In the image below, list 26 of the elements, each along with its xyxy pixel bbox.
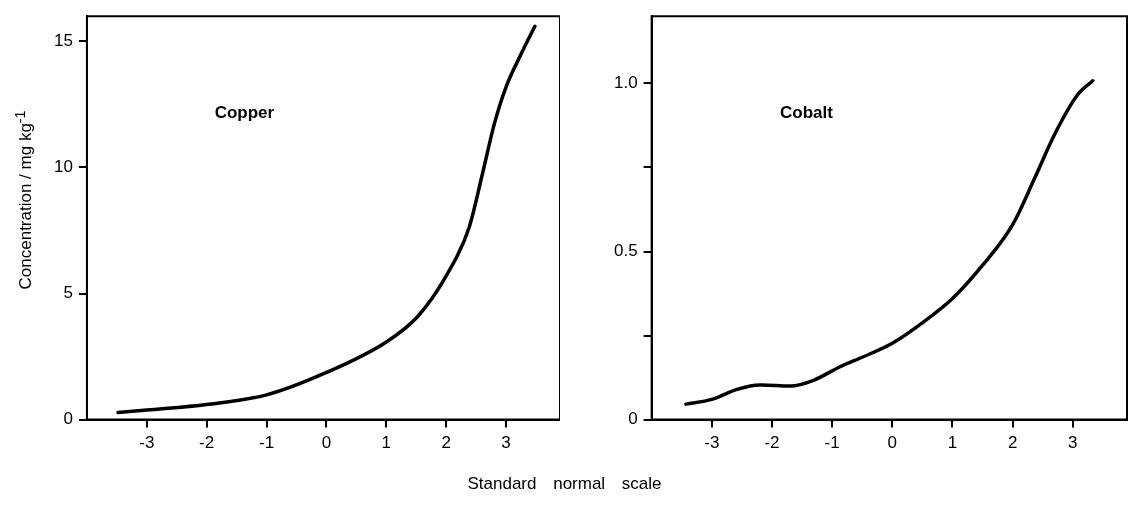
x-tick-label: -2 xyxy=(199,433,215,453)
x-tick-label: 1 xyxy=(381,433,392,453)
line-series xyxy=(116,24,537,415)
x-tick-label: -3 xyxy=(139,433,155,453)
x-axis-title: Standard normal scale xyxy=(466,474,663,494)
x-tick-label: -1 xyxy=(824,433,840,453)
text: Cobalt xyxy=(779,102,834,122)
x-tick-label: 0 xyxy=(321,433,332,453)
y-tick-label: 1.0 xyxy=(613,73,638,93)
line-series xyxy=(684,78,1095,406)
y-tick-label: 0 xyxy=(63,409,73,429)
x-tick-label: 3 xyxy=(1068,433,1078,453)
y-tick-label: 5 xyxy=(63,283,73,303)
x-tick-label: -2 xyxy=(764,433,780,453)
x-tick-label: -1 xyxy=(259,433,275,453)
x-tick-label: 2 xyxy=(441,433,451,453)
x-tick-label: -3 xyxy=(704,433,720,453)
text: Copper xyxy=(214,102,275,122)
y-tick-label: 15 xyxy=(53,31,73,51)
x-tick-label: 2 xyxy=(1007,433,1018,453)
x-tick-label: 3 xyxy=(501,433,511,453)
y-tick-label: 10 xyxy=(53,157,73,177)
x-tick-label: 0 xyxy=(887,433,898,453)
y-tick-label: 0 xyxy=(628,409,638,429)
x-tick-label: 1 xyxy=(947,433,958,453)
y-tick-label: 0.5 xyxy=(613,241,638,261)
